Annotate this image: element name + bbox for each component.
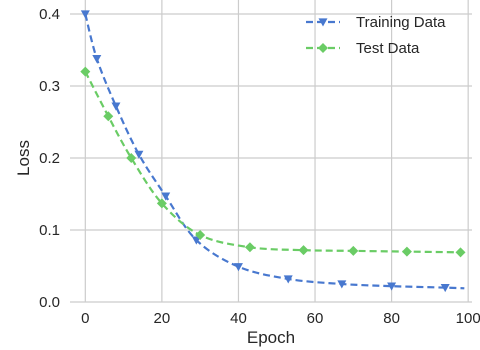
series-training-data (80, 10, 465, 293)
data-point (283, 275, 293, 284)
y-axis-label: Loss (14, 140, 33, 176)
data-point (387, 282, 397, 291)
data-point (233, 263, 243, 272)
legend-marker (318, 43, 328, 53)
x-tick-label: 40 (230, 310, 247, 327)
tick-labels: 0 20 40 60 80 100 0.0 0.1 0.2 0.3 0.4 (39, 6, 480, 327)
series-line (84, 13, 465, 290)
legend: Training Data Test Data (306, 14, 446, 57)
y-tick-label: 0.1 (39, 222, 60, 239)
data-point (80, 10, 90, 19)
data-point (244, 242, 255, 253)
data-point (348, 245, 359, 256)
data-point (401, 246, 412, 257)
legend-label: Test Data (356, 40, 420, 57)
data-point (134, 150, 144, 159)
y-tick-label: 0.2 (39, 150, 60, 167)
data-point (92, 55, 102, 64)
series-line (84, 71, 461, 254)
legend-marker (318, 18, 328, 27)
legend-label: Training Data (356, 14, 446, 31)
y-tick-label: 0.0 (39, 294, 60, 311)
legend-item: Training Data (306, 14, 446, 31)
data-point (111, 102, 121, 111)
data-point (126, 153, 137, 163)
x-tick-label: 100 (456, 310, 480, 327)
data-point (191, 236, 201, 245)
x-tick-label: 60 (307, 310, 324, 327)
data-point (80, 66, 91, 77)
series-test-data (80, 66, 466, 258)
data-point (195, 230, 206, 241)
series-layer (80, 10, 466, 293)
data-point (156, 198, 167, 209)
legend-item: Test Data (306, 40, 420, 57)
y-tick-label: 0.3 (39, 78, 60, 95)
data-point (337, 280, 347, 289)
data-point (440, 284, 450, 293)
data-point (298, 245, 309, 256)
y-tick-label: 0.4 (39, 6, 60, 23)
grid (70, 0, 472, 303)
x-tick-label: 80 (383, 310, 400, 327)
data-point (103, 111, 114, 122)
data-point (455, 247, 466, 258)
data-point (161, 192, 171, 201)
x-tick-label: 20 (154, 310, 171, 327)
x-axis-label: Epoch (247, 328, 295, 347)
x-tick-label: 0 (81, 310, 89, 327)
